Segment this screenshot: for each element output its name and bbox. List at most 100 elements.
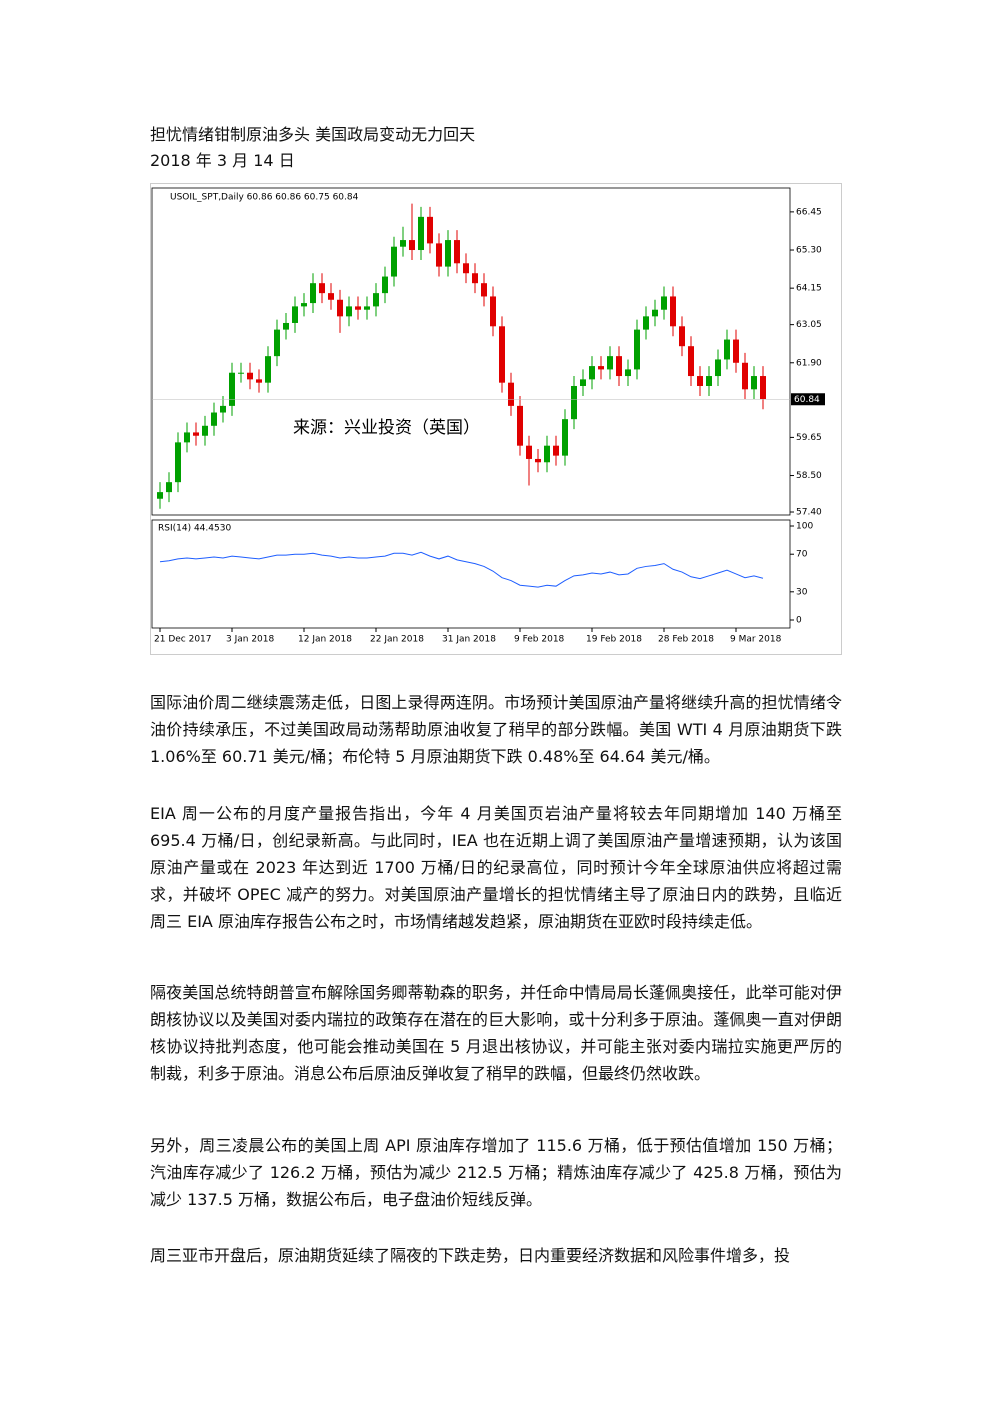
rsi-tick-label: 100	[796, 522, 813, 532]
y-tick-label: 58.50	[796, 471, 822, 481]
candle-body	[715, 359, 721, 377]
rsi-panel	[151, 519, 791, 629]
y-tick-label: 63.05	[796, 320, 822, 330]
candle-body	[391, 246, 397, 277]
title: 担忧情绪钳制原油多头 美国政局变动无力回天	[150, 125, 476, 144]
candle-body	[193, 432, 199, 436]
candle-body	[409, 240, 415, 251]
x-tick-label: 28 Feb 2018	[658, 635, 714, 645]
candle-body	[679, 326, 685, 347]
candle-body	[265, 356, 271, 383]
paragraph: 另外，周三凌晨公布的美国上周 API 原油库存增加了 115.6 万桶，低于预估…	[150, 1136, 842, 1209]
paragraph: EIA 周一公布的月度产量报告指出，今年 4 月美国页岩油产量将较去年同期增加 …	[150, 804, 842, 931]
x-tick-label: 9 Feb 2018	[514, 635, 565, 645]
candle-body	[292, 306, 298, 323]
x-tick-label: 31 Jan 2018	[442, 635, 496, 645]
last-price-box	[791, 393, 825, 406]
x-tick-label: 22 Jan 2018	[370, 635, 424, 645]
candle-body	[310, 283, 316, 304]
last-price-label: 60.84	[794, 395, 820, 405]
candle-body	[283, 322, 289, 330]
paragraph: 隔夜美国总统特朗普宣布解除国务卿蒂勒森的职务，并任命中情局局长蓬佩奥接任，此举可…	[150, 983, 842, 1083]
candle-body	[427, 216, 433, 244]
y-tick-label: 64.15	[796, 284, 822, 294]
candle-body	[346, 306, 352, 317]
paragraph: 国际油价周二继续震荡走低，日图上录得两连阴。市场预计美国原油产量将继续升高的担忧…	[150, 693, 842, 766]
candle-body	[742, 362, 748, 390]
candle-body	[508, 382, 514, 406]
candle-body	[445, 240, 451, 267]
watermark: 来源：兴业投资（英国）	[293, 418, 480, 438]
candle-body	[436, 243, 442, 267]
rsi-line	[159, 551, 764, 588]
candle-body	[328, 293, 334, 300]
candle-body	[634, 329, 640, 370]
candle-body	[760, 376, 766, 400]
candle-body	[220, 405, 226, 413]
candle-body	[481, 283, 487, 297]
x-tick-label: 12 Jan 2018	[298, 635, 352, 645]
candle-body	[418, 216, 424, 251]
candle-body	[184, 432, 190, 443]
candle-body	[247, 372, 253, 380]
y-tick-label: 59.65	[796, 433, 822, 443]
paragraph: 周三亚市开盘后，原油期货延续了隔夜的下跌走势，日内重要经济数据和风险事件增多，投	[150, 1246, 791, 1265]
candle-body	[688, 346, 694, 377]
candle-body	[625, 369, 631, 377]
candle-body	[544, 445, 550, 463]
candle-body	[526, 445, 532, 459]
candle-body	[670, 296, 676, 327]
candle-body	[337, 299, 343, 317]
chart: USOIL_SPT,Daily 60.86 60.86 60.75 60.84 …	[150, 183, 842, 655]
candle-body	[400, 240, 406, 247]
y-tick-label: 61.90	[796, 358, 822, 368]
candle-body	[364, 306, 370, 310]
candle-body	[472, 273, 478, 284]
candle-body	[643, 316, 649, 330]
x-tick-label: 3 Jan 2018	[226, 635, 274, 645]
candle-body	[202, 425, 208, 436]
candle-body	[373, 293, 379, 307]
candle-body	[319, 283, 325, 294]
rsi-tick-label: 70	[796, 550, 808, 560]
chart-frame	[150, 183, 842, 655]
y-tick-label: 66.45	[796, 207, 822, 217]
candle-body	[355, 306, 361, 310]
candle-body	[517, 405, 523, 446]
candle-body	[229, 372, 235, 406]
candle-body	[733, 339, 739, 363]
candle-body	[562, 419, 568, 456]
candle-body	[661, 296, 667, 310]
candle-body	[157, 492, 163, 499]
candle-body	[607, 356, 613, 370]
candle-body	[499, 326, 505, 383]
candle-body	[706, 376, 712, 386]
candle-body	[490, 296, 496, 327]
candle-body	[454, 240, 460, 264]
chart-header: USOIL_SPT,Daily 60.86 60.86 60.75 60.84	[170, 193, 359, 203]
price-panel	[151, 187, 791, 516]
candle-body	[724, 339, 730, 360]
candle-body	[166, 482, 172, 493]
candle-body	[697, 376, 703, 386]
date: 2018 年 3 月 14 日	[150, 151, 295, 170]
candle-body	[256, 379, 262, 383]
candle-body	[553, 445, 559, 456]
candle-body	[274, 329, 280, 357]
rsi-tick-label: 30	[796, 587, 808, 597]
rsi-label: RSI(14) 44.4530	[158, 524, 231, 534]
candle-body	[598, 366, 604, 370]
candle-body	[571, 385, 577, 420]
candle-body	[589, 366, 595, 380]
candle-body	[535, 458, 541, 463]
y-tick-label: 65.30	[796, 246, 822, 256]
candle-body	[463, 263, 469, 274]
candle-body	[580, 379, 586, 386]
candle-body	[382, 276, 388, 294]
candle-body	[238, 372, 244, 374]
candle-body	[751, 376, 757, 390]
x-tick-label: 19 Feb 2018	[586, 635, 642, 645]
candle-body	[211, 412, 217, 426]
candle-body	[301, 303, 307, 307]
